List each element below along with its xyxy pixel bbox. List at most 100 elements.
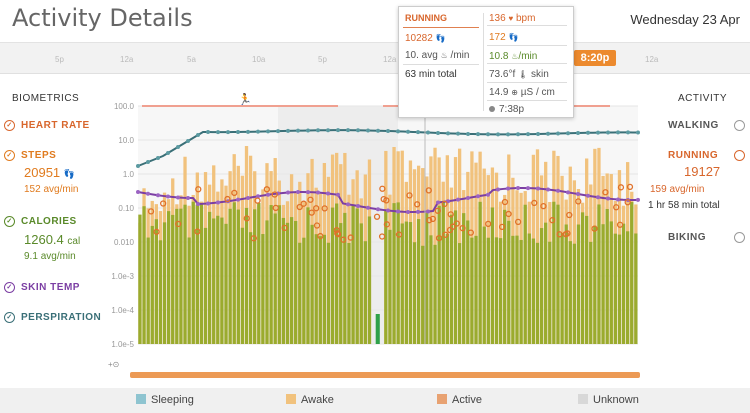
active-bar xyxy=(523,204,527,344)
heart-rate-point xyxy=(231,189,238,197)
active-bar xyxy=(236,209,240,344)
running-radio[interactable] xyxy=(734,150,745,161)
walking-label[interactable]: WALKING xyxy=(668,120,719,131)
check-icon: ✓ xyxy=(4,216,15,227)
active-bar xyxy=(388,229,392,344)
zoom-icon[interactable]: +⊙ xyxy=(108,360,120,369)
active-bar xyxy=(548,241,552,344)
active-bar xyxy=(494,237,499,344)
calories-toggle[interactable]: ✓ CALORIES xyxy=(0,216,77,227)
perspiration-point xyxy=(456,131,460,136)
y-tick-label: 1.0e-4 xyxy=(111,306,134,315)
skin-temp-point xyxy=(476,194,480,199)
heart-rate-toggle[interactable]: ✓ HEART RATE xyxy=(0,120,90,131)
perspiration-point xyxy=(386,129,390,134)
heart-rate-point xyxy=(613,204,620,211)
y-tick-label: 1.0e-5 xyxy=(111,340,134,349)
heart-rate-point xyxy=(413,201,421,208)
active-bar xyxy=(179,208,183,344)
heart-rate-point xyxy=(160,200,167,207)
heart-rate-point xyxy=(435,235,443,242)
active-bar xyxy=(519,239,523,344)
skin-temp-point xyxy=(356,204,360,209)
running-label[interactable]: RUNNING xyxy=(668,150,719,161)
active-bar xyxy=(617,234,622,344)
heart-rate-point xyxy=(250,235,258,242)
perspiration-point xyxy=(506,132,510,137)
biking-label[interactable]: BIKING xyxy=(668,232,706,243)
active-bar xyxy=(294,220,298,344)
active-bar xyxy=(281,217,286,344)
walking-radio[interactable] xyxy=(734,120,745,131)
activity-range-bar[interactable] xyxy=(130,372,640,378)
tooltip-steps-min: 172 👣 xyxy=(489,32,519,43)
active-bar xyxy=(605,208,609,344)
active-bar xyxy=(146,237,150,344)
skin-temp-toggle[interactable]: ✓ SKIN TEMP xyxy=(0,282,80,293)
active-bar xyxy=(199,204,204,344)
activity-chart[interactable]: 100.0 10.0 1.0 0.10 0.010 1.0e-3 1.0e-4 1.0e-5 🏃… xyxy=(100,92,645,364)
perspiration-point xyxy=(356,128,360,133)
legend-unknown: Unknown xyxy=(578,394,639,406)
active-bar xyxy=(343,212,347,344)
perspiration-point xyxy=(486,132,490,137)
skin-temp-point xyxy=(186,195,190,200)
active-bar xyxy=(375,314,380,344)
skin-temp-point xyxy=(246,195,250,200)
perspiration-point xyxy=(286,128,290,133)
skin-temp-point xyxy=(516,186,520,191)
active-bar xyxy=(257,202,261,344)
skin-temp-point xyxy=(326,191,330,196)
perspiration-point xyxy=(496,132,500,137)
perspiration-point xyxy=(516,132,520,137)
perspiration-point xyxy=(406,129,410,134)
skin-temp-point xyxy=(256,194,260,199)
heart-rate-point xyxy=(308,209,315,216)
legend-active: Active xyxy=(437,394,482,406)
active-bar xyxy=(396,202,400,344)
y-tick-label: 1.0e-3 xyxy=(111,272,134,281)
y-tick-label: 10.0 xyxy=(118,136,134,145)
active-bar xyxy=(171,214,175,344)
perspiration-point xyxy=(526,132,530,137)
active-bar xyxy=(187,237,191,344)
heart-rate-point xyxy=(441,200,448,208)
skin-temp-point xyxy=(306,190,310,195)
timeline-current-badge[interactable]: 8:20p xyxy=(574,50,616,66)
page-title: Activity Details xyxy=(12,4,193,32)
heart-rate-point xyxy=(383,221,391,228)
heart-rate-point xyxy=(562,231,569,238)
tooltip-cal-min: 10.8 ♨/min xyxy=(489,51,538,62)
check-icon: ✓ xyxy=(4,150,15,161)
active-bar xyxy=(142,206,146,344)
active-bar xyxy=(408,222,413,344)
calories-label: CALORIES xyxy=(21,216,77,228)
heart-rate-point xyxy=(406,192,413,199)
tooltip-avg: 10. avg ♨ /min xyxy=(405,50,470,61)
active-bar xyxy=(503,209,507,344)
active-bar xyxy=(273,213,277,344)
active-bar xyxy=(626,231,630,344)
perspiration-point xyxy=(166,151,170,155)
timeline-tick: 5a xyxy=(187,55,196,64)
timeline-strip[interactable]: 5p 12a 5a 10a 5p 12a 5a 10a 5p 12a xyxy=(0,43,750,74)
heart-rate-point xyxy=(334,231,342,238)
active-bar xyxy=(351,204,355,344)
perspiration-point xyxy=(536,131,540,136)
perspiration-toggle[interactable]: ✓ PERSPIRATION xyxy=(0,312,101,323)
active-bar xyxy=(527,233,531,344)
heart-rate-point xyxy=(271,191,278,198)
skin-temp-label: SKIN TEMP xyxy=(21,282,80,294)
active-bar xyxy=(285,222,290,344)
perspiration-point xyxy=(266,129,270,134)
active-bar xyxy=(621,223,626,344)
biking-radio[interactable] xyxy=(734,232,745,243)
perspiration-point xyxy=(366,128,370,133)
heart-rate-point xyxy=(531,199,538,207)
heart-rate-point xyxy=(254,197,261,204)
active-bar xyxy=(154,219,158,344)
perspiration-point xyxy=(156,156,160,160)
skin-temp-point xyxy=(206,201,210,206)
steps-toggle[interactable]: ✓ STEPS xyxy=(0,150,56,161)
skin-temp-point xyxy=(386,208,390,213)
